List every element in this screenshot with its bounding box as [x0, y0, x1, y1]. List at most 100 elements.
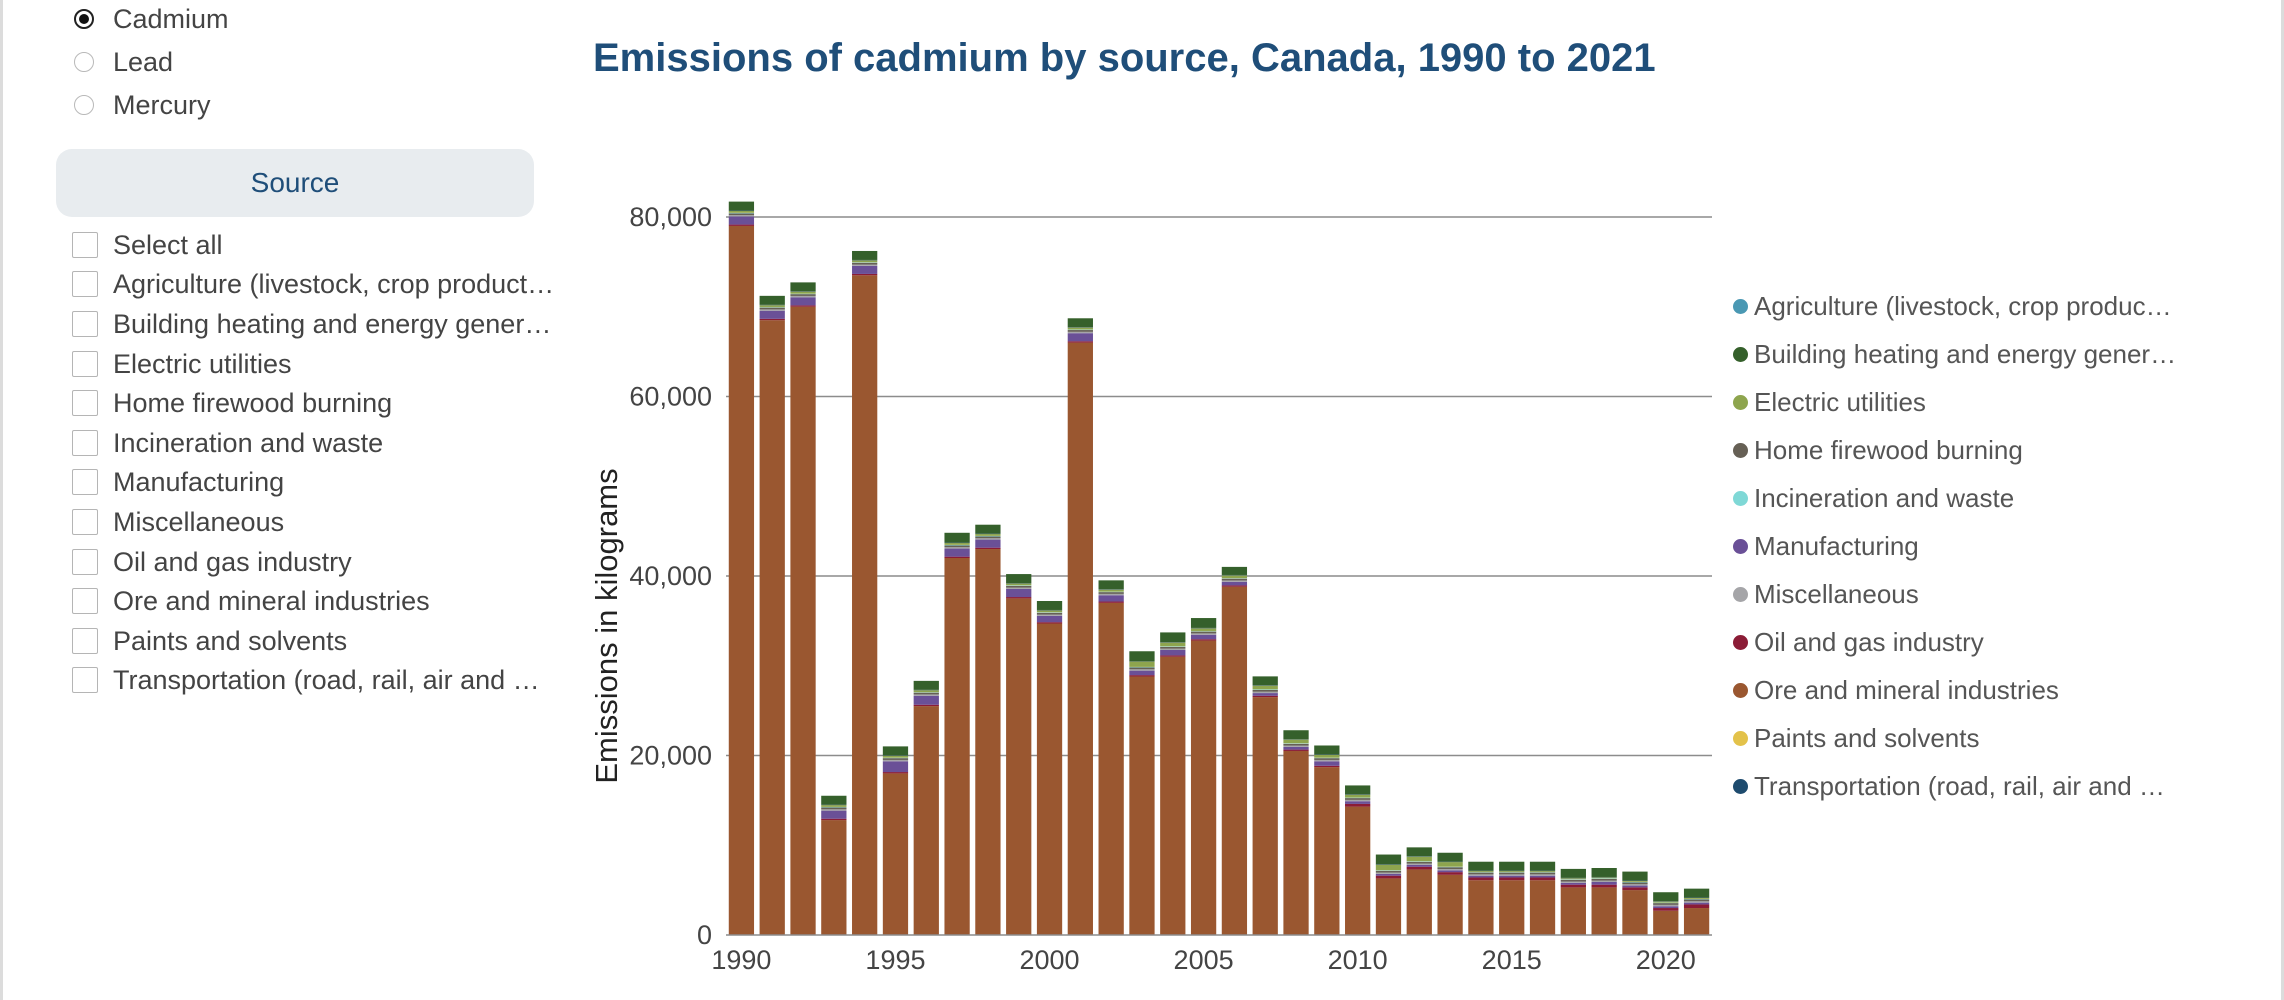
bar-segment [1499, 871, 1525, 872]
bar-segment [1529, 871, 1556, 872]
legend-item[interactable]: Manufacturing [1733, 531, 1919, 561]
bar-segment [944, 558, 970, 935]
radio-unchecked-icon[interactable] [74, 52, 94, 72]
checkbox-manufacturing[interactable]: Manufacturing [72, 466, 284, 498]
checkbox-incineration[interactable]: Incineration and waste [72, 427, 383, 459]
bar-segment [1437, 868, 1463, 871]
radio-checked-icon[interactable] [74, 9, 94, 29]
bar-segment [1160, 632, 1186, 643]
checkbox-miscellaneous[interactable]: Miscellaneous [72, 506, 284, 538]
bar-segment [1160, 656, 1186, 935]
bar-segment [882, 746, 909, 756]
bar-segment [1375, 854, 1402, 865]
bar-segment [1653, 903, 1679, 905]
checkbox-select-all[interactable]: Select all [72, 229, 223, 261]
bar-segment [1314, 759, 1340, 762]
bar-segment [1036, 614, 1063, 616]
bar-segment [821, 820, 847, 935]
legend-item[interactable]: Paints and solvents [1733, 723, 1979, 753]
bar-segment [1067, 342, 1093, 935]
bar-segment [1129, 661, 1155, 667]
bar-segment [1283, 739, 1309, 744]
legend-item[interactable]: Oil and gas industry [1733, 627, 1984, 657]
bar-segment [1221, 578, 1248, 581]
legend-item[interactable]: Electric utilities [1733, 387, 1926, 417]
bar-segment [944, 556, 970, 559]
bar-segment [1683, 902, 1710, 905]
checkbox-icon[interactable] [72, 667, 98, 693]
bar-segment [1314, 758, 1340, 760]
legend-item[interactable]: Home firewood burning [1733, 435, 2023, 465]
checkbox-icon[interactable] [72, 271, 98, 297]
bar-segment [1067, 341, 1093, 343]
radio-label: Lead [113, 46, 174, 77]
chart-title: Emissions of cadmium by source, Canada, … [593, 36, 1656, 80]
checkbox-electric-utilities[interactable]: Electric utilities [72, 348, 292, 380]
checkbox-ore-mineral[interactable]: Ore and mineral industries [72, 585, 430, 617]
bar-segment [1160, 646, 1186, 649]
legend-item[interactable]: Building heating and energy gener… [1733, 339, 2176, 369]
checkbox-transportation[interactable]: Transportation (road, rail, air and … [72, 664, 540, 696]
checkbox-icon[interactable] [72, 232, 98, 258]
checkbox-icon[interactable] [72, 549, 98, 575]
legend-item[interactable]: Agriculture (livestock, crop produc… [1733, 291, 2172, 321]
legend-item[interactable]: Incineration and waste [1733, 483, 2014, 513]
checkbox-paints-solvents[interactable]: Paints and solvents [72, 625, 347, 657]
source-button[interactable]: Source [56, 149, 534, 217]
bar-segment [790, 297, 816, 306]
bar-segment [1252, 691, 1278, 694]
checkbox-building-heating[interactable]: Building heating and energy gener… [72, 308, 551, 340]
bar-segment [944, 532, 970, 543]
checkbox-icon[interactable] [72, 390, 98, 416]
bar-segment [1345, 801, 1371, 804]
radio-mercury[interactable]: Mercury [74, 90, 211, 120]
legend-label: Incineration and waste [1754, 482, 2015, 513]
bar-segment [821, 807, 847, 810]
legend-item[interactable]: Ore and mineral industries [1733, 675, 2059, 705]
bar-segment [1221, 566, 1248, 575]
checkbox-oil-gas[interactable]: Oil and gas industry [72, 546, 352, 578]
bar-segment [1560, 878, 1586, 880]
bar-segment [1653, 901, 1679, 903]
bar-segment [1129, 669, 1155, 671]
legend-item[interactable]: Transportation (road, rail, air and … [1733, 771, 2165, 801]
bar-segment [728, 224, 755, 226]
checkbox-icon[interactable] [72, 588, 98, 614]
bar-segment [882, 759, 909, 762]
radio-cadmium[interactable]: Cadmium [74, 4, 229, 34]
bar-segment [1345, 806, 1371, 935]
bar-segment [1221, 586, 1248, 935]
bar-segment [975, 538, 1001, 540]
bar-segment [1006, 574, 1032, 584]
checkbox-icon[interactable] [72, 311, 98, 337]
bar-segment [1468, 861, 1494, 871]
bar-segment [790, 306, 816, 935]
bar-segment [1468, 875, 1494, 878]
bar-segment [975, 524, 1001, 534]
bar-segment [882, 755, 909, 758]
bar-segment [1437, 870, 1463, 873]
checkbox-agriculture[interactable]: Agriculture (livestock, crop product… [72, 268, 554, 300]
bar-segment [944, 547, 970, 549]
checkbox-home-firewood[interactable]: Home firewood burning [72, 387, 392, 419]
checkbox-icon[interactable] [72, 509, 98, 535]
checkbox-icon[interactable] [72, 351, 98, 377]
radio-unchecked-icon[interactable] [74, 95, 94, 115]
radio-lead[interactable]: Lead [74, 47, 173, 77]
checkbox-icon[interactable] [72, 469, 98, 495]
bar-segment [882, 772, 909, 774]
legend-item[interactable]: Miscellaneous [1733, 579, 1919, 609]
bar-segment [728, 213, 755, 216]
bar-segment [1468, 880, 1494, 935]
bar-segment [1129, 667, 1155, 670]
legend-swatch-icon [1733, 442, 1748, 458]
bar-segment [1622, 884, 1648, 886]
bar-segment [1221, 581, 1248, 586]
bar-segment [790, 305, 816, 307]
bar-segment [1560, 881, 1586, 883]
bar-segment [852, 275, 878, 935]
checkbox-icon[interactable] [72, 430, 98, 456]
bar-segment [1314, 765, 1340, 768]
checkbox-icon[interactable] [72, 628, 98, 654]
legend-label: Oil and gas industry [1754, 626, 1984, 657]
